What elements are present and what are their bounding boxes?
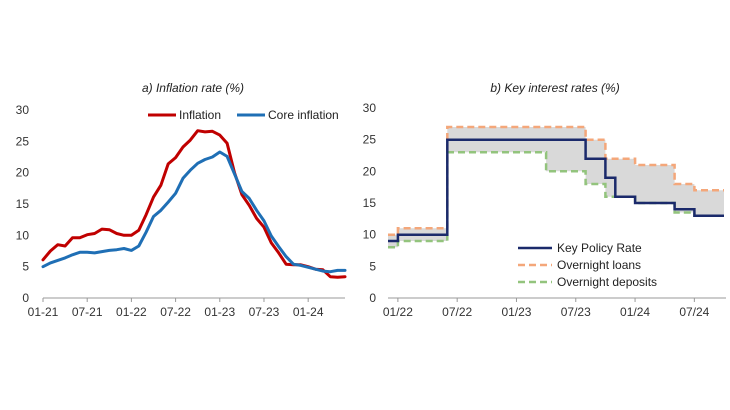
legend-label-overnight-loans: Overnight loans: [557, 258, 641, 272]
chart-b-y-tick-label: 10: [363, 228, 377, 242]
chart-b-y-tick-label: 25: [363, 133, 377, 147]
chart-b-x-tick-label: 01/22: [383, 305, 413, 319]
chart-b-title: b) Key interest rates (%): [490, 81, 619, 95]
chart-b-y-tick-label: 15: [363, 196, 377, 210]
chart-b-series: [388, 125, 724, 249]
chart-b-x-tick-label: 01/24: [620, 305, 650, 319]
chart-a-x-tick-label: 01-22: [116, 305, 147, 319]
key-interest-rates-chart: b) Key interest rates (%) 0 5 10 15 20 25 30 0…: [363, 81, 726, 319]
chart-a-x-tick-label: 07-21: [72, 305, 103, 319]
chart-b-x-tick-label: 07/24: [679, 305, 709, 319]
chart-a-x-tick-label: 07-22: [160, 305, 191, 319]
series-line-core-inflation: [41, 150, 347, 274]
chart-b-y-tick-label: 20: [363, 164, 377, 178]
chart-b-x-tick-label: 01/23: [501, 305, 531, 319]
legend-label-inflation: Inflation: [179, 108, 221, 122]
chart-b-x-tick-labels: 01/22 07/22 01/23 07/23 01/24 07/24: [383, 305, 710, 319]
chart-b-legend: Key Policy Rate Overnight loans Overnigh…: [518, 241, 657, 289]
chart-a-series: [41, 129, 347, 279]
chart-a-x-tick-labels: 01-21 07-21 01-22 07-22 01-23 07-23 01-24: [28, 305, 324, 319]
chart-b-x-tick-label: 07/22: [442, 305, 472, 319]
series-line-overnight-deposits: [388, 151, 724, 249]
series-line-inflation: [41, 129, 347, 279]
chart-a-x-tick-marks: [42, 298, 309, 302]
chart-a-y-tick-label: 5: [22, 260, 29, 274]
chart-a-title: a) Inflation rate (%): [142, 81, 244, 95]
chart-b-y-tick-labels: 0 5 10 15 20 25 30: [363, 101, 377, 305]
chart-b-y-tick-label: 5: [369, 259, 376, 273]
chart-a-x-tick-label: 01-23: [204, 305, 235, 319]
chart-b-y-tick-label: 0: [369, 291, 376, 305]
series-line-key-policy-rate: [388, 138, 724, 243]
chart-a-x-tick-label: 01-21: [28, 305, 59, 319]
chart-a-y-tick-label: 0: [22, 291, 29, 305]
legend-label-overnight-deposits: Overnight deposits: [557, 275, 657, 289]
chart-b-y-tick-label: 30: [363, 101, 377, 115]
chart-a-x-tick-label: 01-24: [293, 305, 324, 319]
inflation-rate-chart: a) Inflation rate (%) 0 5 10 15 20 25 30 01-21…: [16, 81, 347, 319]
chart-b-x-tick-label: 07/23: [561, 305, 591, 319]
chart-a-y-tick-labels: 0 5 10 15 20 25 30: [16, 103, 30, 305]
chart-a-y-tick-label: 30: [16, 103, 30, 117]
chart-b-x-tick-marks: [397, 298, 695, 302]
chart-a-legend: Inflation Core inflation: [148, 108, 339, 122]
chart-a-y-tick-label: 15: [16, 197, 30, 211]
chart-a-y-tick-label: 25: [16, 134, 30, 148]
chart-a-y-tick-label: 20: [16, 166, 30, 180]
chart-a-x-tick-label: 07-23: [249, 305, 280, 319]
legend-label-key-policy-rate: Key Policy Rate: [557, 241, 642, 255]
chart-a-y-tick-label: 10: [16, 228, 30, 242]
legend-label-core-inflation: Core inflation: [268, 108, 339, 122]
